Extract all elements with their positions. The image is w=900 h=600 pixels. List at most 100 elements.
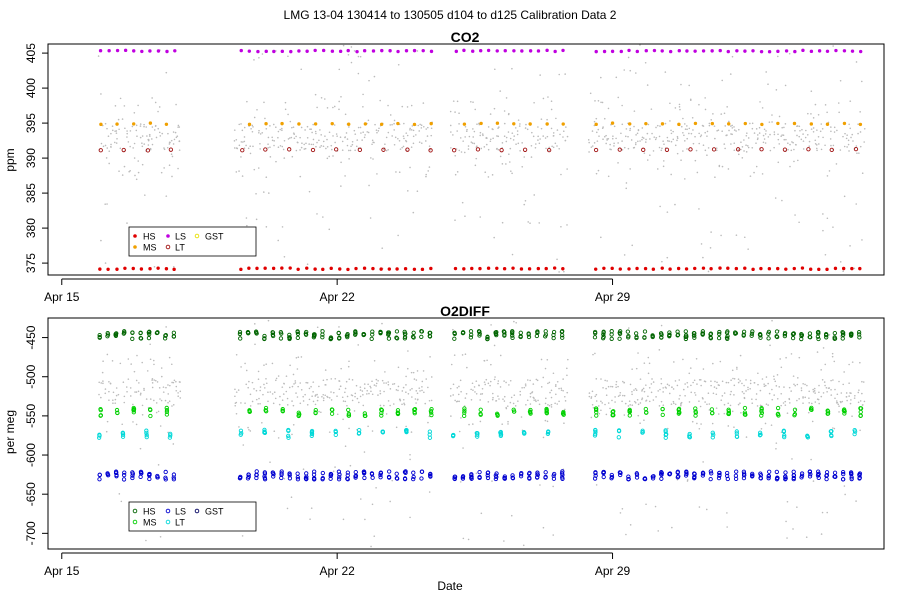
o2diff-hs-point [841,330,846,335]
co2-ambient-point [731,55,734,58]
co2-ambient-point [127,141,130,143]
co2-ambient-point [826,175,829,177]
o2diff-ambient-point [548,381,551,384]
o2diff-ambient-point [692,381,694,384]
co2-ambient-point [516,133,519,136]
o2diff-ambient-point [821,511,824,514]
co2-ambient-point [153,129,156,131]
o2diff-hs-point [526,332,531,337]
o2diff-ambient-point [641,388,644,391]
o2diff-ambient-point [859,361,861,364]
co2-ls-point [98,49,103,53]
co2-ls-point [776,49,780,54]
co2-ambient-point [733,149,736,152]
co2-ambient-point [449,110,452,113]
co2-ambient-point [777,133,779,136]
co2-ambient-point [798,221,800,224]
o2diff-ambient-point [552,534,555,536]
co2-ambient-point [509,147,512,150]
co2-ambient-point [501,163,504,165]
o2diff-hs-point [238,336,243,341]
co2-ambient-point [479,216,482,218]
o2diff-lt-point [711,432,716,437]
o2diff-ambient-point [308,387,311,390]
o2diff-ambient-point [854,394,856,397]
co2-ambient-point [670,173,672,176]
o2diff-ms-point [858,413,863,419]
co2-ambient-point [102,145,105,148]
co2-ambient-point [539,74,541,76]
o2diff-ambient-point [532,383,535,385]
co2-ambient-point [762,141,765,144]
o2diff-ambient-point [385,413,388,415]
co2-ambient-point [494,68,496,71]
co2-ambient-point [411,125,414,127]
co2-ambient-point [639,44,641,46]
o2diff-ls-point [650,476,656,481]
co2-ambient-point [605,134,607,137]
co2-ms-point [99,122,103,127]
co2-ambient-point [731,127,734,129]
co2-ambient-point [828,170,831,172]
o2diff-ambient-point [650,391,653,394]
o2diff-ambient-point [526,399,529,402]
o2diff-hs-point [857,332,862,337]
co2-ambient-point [560,225,562,228]
co2-ambient-point [178,149,181,151]
o2diff-ambient-point [428,399,431,402]
o2diff-ambient-point [780,404,782,407]
o2diff-hs-point [600,336,606,341]
figure-title: LMG 13-04 130414 to 130505 d104 to d125 … [284,8,617,22]
co2-ambient-point [757,137,759,139]
co2-ambient-point [661,260,663,263]
co2-ambient-point [676,137,679,139]
o2diff-lt-point [144,432,149,438]
o2diff-ambient-point [279,395,281,398]
co2-ambient-point [398,171,401,173]
o2diff-ms-point [395,411,401,416]
co2-ambient-point [291,126,293,129]
co2-hs-point [362,266,367,270]
o2diff-ambient-point [645,384,647,386]
o2diff-hs-point [394,335,399,340]
o2diff-ambient-point [808,402,810,404]
co2-ambient-point [588,151,590,153]
co2-ambient-point [370,157,372,159]
o2diff-ambient-point [167,384,169,386]
co2-ambient-point [272,123,275,126]
co2-ambient-point [519,123,521,125]
o2diff-ambient-point [410,431,413,433]
o2diff-ambient-point [263,387,266,389]
co2-ambient-point [603,117,606,120]
o2diff-ambient-point [115,394,118,397]
o2diff-ambient-point [240,402,242,404]
o2diff-ms-point [676,407,681,412]
o2diff-ambient-point [534,399,537,401]
o2diff-ambient-point [851,415,853,418]
co2-ambient-point [635,72,637,74]
o2diff-lt-point [309,433,314,438]
o2diff-ms-point [726,409,731,414]
co2-ambient-point [163,147,165,149]
o2diff-hs-point [758,335,763,340]
co2-ambient-point [159,135,162,137]
o2diff-ambient-point [363,383,366,385]
o2diff-ambient-point [123,395,126,398]
co2-ambient-point [349,149,352,152]
co2-ambient-point [363,136,366,139]
o2diff-ambient-point [825,386,828,389]
co2-ambient-point [319,129,321,131]
co2-hs-point [502,267,507,271]
o2diff-ambient-point [693,379,696,382]
co2-ambient-point [527,221,530,223]
o2diff-ambient-point [300,388,303,391]
co2-ls-point [718,48,722,53]
o2diff-ambient-point [858,389,860,391]
co2-ambient-point [778,143,781,145]
o2diff-ambient-point [532,396,535,399]
o2diff-ambient-point [377,394,379,396]
o2diff-ambient-point [544,402,547,405]
o2diff-ambient-point [747,386,749,389]
co2-ambient-point [526,128,529,131]
